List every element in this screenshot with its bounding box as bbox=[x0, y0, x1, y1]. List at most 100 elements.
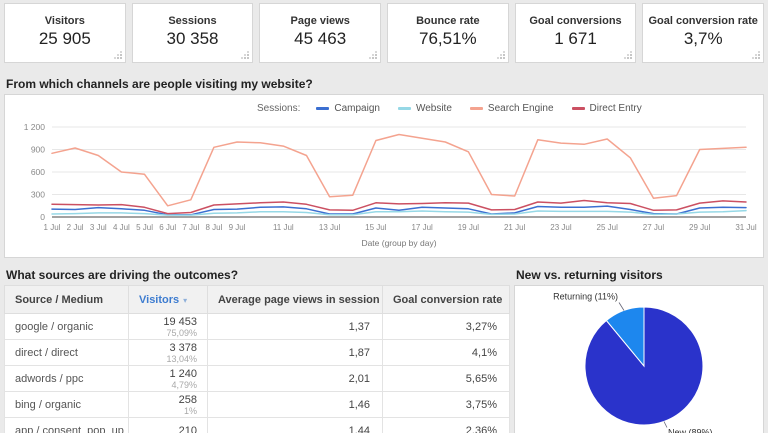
visitors-header-label: Visitors bbox=[139, 293, 180, 306]
y-axis-tick-label: 0 bbox=[40, 212, 45, 222]
x-axis-tick-label: 29 Jul bbox=[689, 223, 711, 232]
y-axis-tick-label: 300 bbox=[31, 190, 45, 200]
legend-swatch-icon bbox=[469, 107, 483, 110]
x-axis-tick-label: 21 Jul bbox=[504, 223, 526, 232]
source-cell: direct / direct bbox=[4, 339, 129, 366]
x-axis-tick-label: 25 Jul bbox=[597, 223, 619, 232]
kpi-card-label: Goal conversions bbox=[529, 15, 622, 27]
x-axis-tick-label: 11 Jul bbox=[273, 223, 294, 232]
kpi-card-label: Page views bbox=[290, 15, 350, 27]
visitors-percent: 1% bbox=[183, 405, 197, 416]
x-axis-tick-label: 15 Jul bbox=[365, 223, 387, 232]
resize-grip-icon[interactable] bbox=[368, 50, 378, 59]
resize-grip-icon[interactable] bbox=[113, 50, 122, 59]
visitors-cell: 1 240 4,79% bbox=[128, 365, 208, 392]
visitors-percent: 13,04% bbox=[166, 353, 197, 364]
visitors-cell: 210 bbox=[128, 417, 208, 433]
x-axis-tick-label: 2 Jul bbox=[67, 223, 84, 232]
table-row[interactable]: direct / direct 3 378 13,04% 1,87 4,1% bbox=[4, 339, 510, 366]
resize-grip-icon[interactable] bbox=[240, 50, 250, 59]
table-row[interactable]: google / organic 19 453 75,09% 1,37 3,27% bbox=[4, 313, 510, 340]
source-cell: adwords / ppc bbox=[4, 365, 129, 392]
x-axis-tick-label: 4 Jul bbox=[113, 223, 130, 232]
pie-label-returning: Returning (11%) bbox=[553, 292, 618, 302]
source-cell: app / consent_pop_up bbox=[4, 417, 129, 433]
goal-rate-cell: 3,75% bbox=[382, 391, 510, 418]
x-axis-tick-label: 6 Jul bbox=[159, 223, 176, 232]
goal-rate-cell: 4,1% bbox=[382, 339, 510, 366]
kpi-card-goal-conversions[interactable]: Goal conversions 1 671 bbox=[514, 3, 637, 63]
y-axis-tick-label: 600 bbox=[31, 167, 45, 177]
legend-item-label: Search Engine bbox=[487, 103, 554, 114]
channels-chart-panel: Sessions: Campaign Website Search Engine Di… bbox=[4, 94, 764, 258]
series-line-search-engine bbox=[51, 133, 747, 207]
visitors-value: 19 453 bbox=[163, 315, 197, 328]
table-row[interactable]: app / consent_pop_up 210 1,44 2,36% bbox=[4, 417, 510, 433]
visitors-percent: 75,09% bbox=[166, 327, 197, 338]
legend-swatch-icon bbox=[397, 107, 411, 110]
visitors-value: 258 bbox=[178, 393, 197, 406]
column-header-source-medium[interactable]: Source / Medium bbox=[4, 285, 129, 314]
kpi-card-value: 76,51% bbox=[419, 29, 477, 48]
y-axis-tick-label: 900 bbox=[31, 145, 45, 155]
legend-item-website[interactable]: Website bbox=[397, 103, 452, 114]
kpi-card-label: Sessions bbox=[168, 15, 217, 27]
pie-label-new: New (89%) bbox=[668, 428, 713, 433]
kpi-card-label: Visitors bbox=[44, 15, 85, 27]
resize-grip-icon[interactable] bbox=[623, 50, 633, 59]
kpi-card-value: 1 671 bbox=[554, 29, 597, 48]
series-line-website bbox=[51, 209, 747, 216]
x-axis-title: Date (group by day) bbox=[361, 238, 436, 248]
visitors-cell: 258 1% bbox=[128, 391, 208, 418]
table-header-row: Source / Medium Visitors ▾ Average page v… bbox=[4, 285, 510, 314]
pie-panel: New (89%) Returning (11%) bbox=[514, 285, 764, 433]
kpi-card-sessions[interactable]: Sessions 30 358 bbox=[131, 3, 254, 63]
kpi-card-bounce-rate[interactable]: Bounce rate 76,51% bbox=[387, 3, 509, 63]
column-header-visitors[interactable]: Visitors ▾ bbox=[128, 285, 208, 314]
x-axis-tick-label: 17 Jul bbox=[411, 223, 433, 232]
kpi-card-visitors[interactable]: Visitors 25 905 bbox=[4, 3, 126, 63]
goal-rate-cell: 3,27% bbox=[382, 313, 510, 340]
column-header-avg-page-views[interactable]: Average page views in session bbox=[207, 285, 383, 314]
legend-item-label: Website bbox=[415, 103, 452, 114]
x-axis-tick-label: 23 Jul bbox=[550, 223, 572, 232]
table-row[interactable]: bing / organic 258 1% 1,46 3,75% bbox=[4, 391, 510, 418]
y-axis-tick-label: 1 200 bbox=[24, 122, 46, 132]
kpi-card-value: 25 905 bbox=[38, 29, 91, 48]
x-axis-tick-label: 13 Jul bbox=[319, 223, 341, 232]
avg-page-views-cell: 1,37 bbox=[207, 313, 383, 340]
kpi-card-value: 30 358 bbox=[166, 29, 219, 48]
avg-page-views-cell: 1,87 bbox=[207, 339, 383, 366]
sources-section-title: What sources are driving the outcomes? bbox=[4, 265, 509, 287]
visitors-value: 210 bbox=[178, 424, 197, 433]
resize-grip-icon[interactable] bbox=[751, 50, 761, 59]
column-header-goal-conversion-rate[interactable]: Goal conversion rate bbox=[382, 285, 510, 314]
sessions-legend: Sessions: Campaign Website Search Engine Di… bbox=[257, 103, 660, 114]
series-line-direct-entry bbox=[51, 199, 747, 215]
sessions-line-chart: 0 300 600 900 1 200 1 Jul 2 Jul 3 Jul 4 Jul 5 Jul… bbox=[24, 122, 757, 248]
legend-item-campaign[interactable]: Campaign bbox=[316, 103, 380, 114]
x-axis-tick-label: 5 Jul bbox=[136, 223, 153, 232]
pie-slice-returning bbox=[605, 306, 645, 368]
kpi-card-goal-conversion-rate[interactable]: Goal conversion rate 3,7% bbox=[642, 3, 765, 63]
visitors-cell: 3 378 13,04% bbox=[128, 339, 208, 366]
visitors-value: 1 240 bbox=[169, 367, 197, 380]
legend-item-direct-entry[interactable]: Direct Entry bbox=[571, 103, 642, 114]
kpi-card-value: 45 463 bbox=[294, 29, 347, 48]
sources-table: Source / Medium Visitors ▾ Average page v… bbox=[4, 285, 510, 433]
goal-rate-cell: 5,65% bbox=[382, 365, 510, 392]
legend-item-label: Direct Entry bbox=[589, 103, 642, 114]
legend-item-search-engine[interactable]: Search Engine bbox=[469, 103, 554, 114]
x-axis-tick-label: 3 Jul bbox=[90, 223, 107, 232]
pie-section-title: New vs. returning visitors bbox=[514, 265, 764, 287]
kpi-cards-row: Visitors 25 905 Sessions 30 358 Page views 45… bbox=[4, 3, 765, 63]
kpi-card-page-views[interactable]: Page views 45 463 bbox=[259, 3, 382, 63]
goal-rate-cell: 2,36% bbox=[382, 417, 510, 433]
resize-grip-icon[interactable] bbox=[496, 50, 505, 59]
visitors-percent: 4,79% bbox=[171, 379, 197, 390]
kpi-card-label: Bounce rate bbox=[416, 15, 480, 27]
legend-label-sessions: Sessions: bbox=[257, 103, 301, 114]
table-row[interactable]: adwords / ppc 1 240 4,79% 2,01 5,65% bbox=[4, 365, 510, 392]
kpi-card-label: Goal conversion rate bbox=[648, 15, 758, 27]
